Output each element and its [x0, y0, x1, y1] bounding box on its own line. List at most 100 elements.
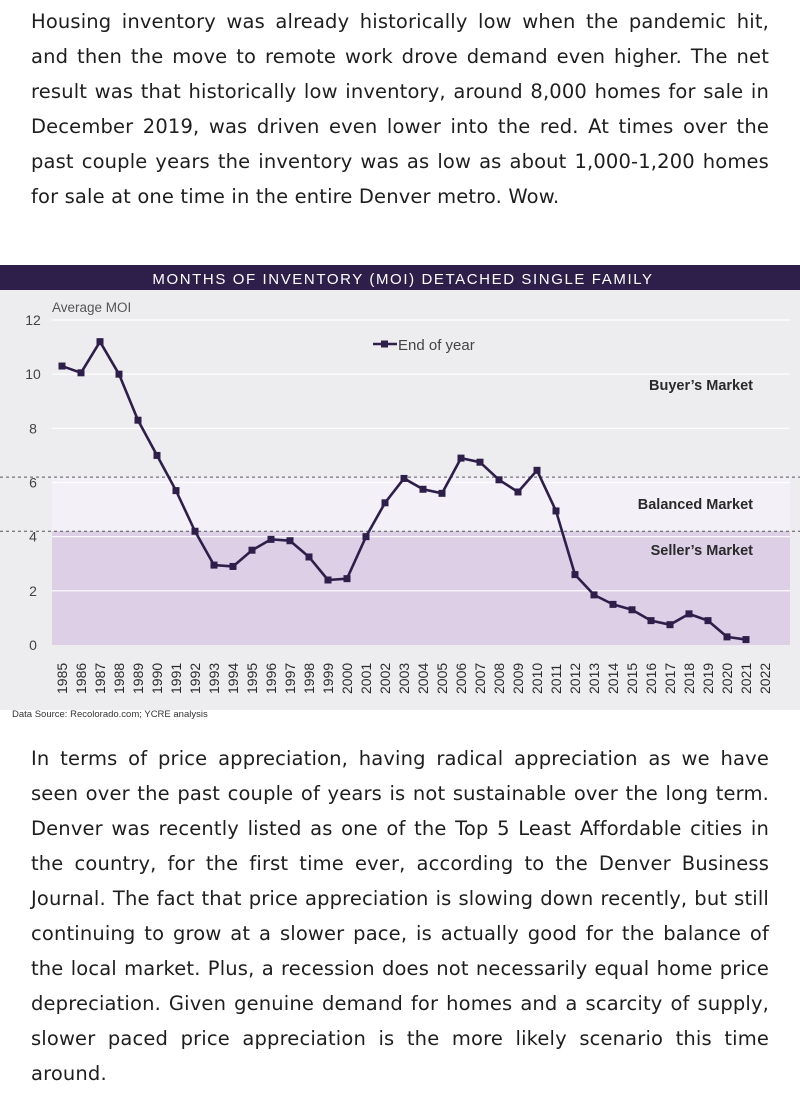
grid-lines [52, 319, 790, 592]
legend-label: End of year [398, 337, 475, 354]
x-tick-label: 2002 [377, 663, 393, 694]
data-point [58, 362, 66, 370]
data-point [381, 499, 389, 507]
data-point [400, 474, 408, 482]
x-tick-label: 1989 [130, 663, 146, 694]
y-axis-label: Average MOI [52, 300, 131, 315]
x-tick-label: 1998 [301, 663, 317, 694]
moi-chart: MONTHS OF INVENTORY (MOI) DETACHED SINGL… [0, 265, 800, 710]
data-point [96, 338, 104, 346]
data-point [210, 561, 218, 569]
data-point [704, 617, 712, 625]
x-tick-label: 1992 [187, 663, 203, 694]
x-tick-label: 1985 [54, 663, 70, 694]
x-tick-label: 1995 [244, 663, 260, 694]
x-tick-label: 2001 [358, 663, 374, 694]
zone-label: Balanced Market [638, 497, 753, 513]
data-point [419, 485, 427, 493]
data-point [343, 575, 351, 583]
legend-marker [381, 340, 388, 348]
data-point [609, 600, 617, 608]
x-tick-label: 2009 [510, 663, 526, 694]
data-point [115, 370, 123, 378]
data-point [172, 487, 180, 495]
x-tick-label: 1996 [263, 663, 279, 694]
data-point [77, 369, 85, 377]
x-tick-label: 2019 [700, 663, 716, 694]
y-tick-label: 10 [25, 366, 41, 382]
x-tick-label: 2010 [529, 663, 545, 694]
x-tick-label: 2018 [681, 663, 697, 694]
x-tick-label: 2011 [548, 664, 564, 694]
zone-label: Buyer’s Market [649, 378, 753, 394]
x-tick-label: 1997 [282, 663, 298, 694]
data-point [723, 633, 731, 641]
data-point [134, 416, 142, 424]
y-tick-label: 0 [29, 637, 37, 653]
data-point [514, 488, 522, 496]
chart-title: MONTHS OF INVENTORY (MOI) DETACHED SINGL… [152, 271, 653, 288]
data-source-note: Data Source: Recolorado.com; YCRE analys… [12, 709, 208, 720]
x-tick-label: 2014 [605, 663, 621, 694]
x-tick-label: 2008 [491, 663, 507, 694]
zone-label: Seller’s Market [651, 543, 754, 559]
x-tick-label: 2000 [339, 663, 355, 694]
x-tick-label: 1990 [149, 663, 165, 694]
data-point [533, 466, 541, 474]
data-point [647, 617, 655, 625]
legend: End of year [373, 337, 475, 354]
x-tick-label: 1991 [168, 663, 184, 694]
x-tick-label: 1986 [73, 663, 89, 694]
x-tick-label: 2007 [472, 663, 488, 694]
data-point [685, 610, 693, 618]
data-point [590, 591, 598, 599]
data-point [267, 535, 275, 543]
x-tick-label: 2015 [624, 663, 640, 694]
y-axis-ticks: 0 2 4 6 8 10 12 [25, 312, 41, 653]
data-point [571, 571, 579, 579]
series-end-of-year [58, 338, 750, 644]
y-tick-label: 8 [29, 420, 37, 436]
x-tick-label: 2006 [453, 663, 469, 694]
data-point [153, 451, 161, 459]
x-tick-label: 2016 [643, 663, 659, 694]
zone-labels: Buyer’s Market Balanced Market Seller’s Ma… [638, 378, 753, 559]
x-tick-label: 2020 [719, 663, 735, 694]
y-tick-label: 6 [29, 475, 37, 491]
y-tick-label: 2 [29, 583, 37, 599]
data-point [742, 636, 750, 644]
data-point [362, 533, 370, 541]
x-tick-label: 2012 [567, 663, 583, 694]
data-point [248, 546, 256, 554]
data-point [495, 476, 503, 484]
x-tick-label: 1994 [225, 663, 241, 694]
moi-chart-svg: MONTHS OF INVENTORY (MOI) DETACHED SINGL… [0, 265, 800, 710]
data-point [324, 576, 332, 584]
x-tick-label: 1993 [206, 663, 222, 694]
x-axis-ticks: 1985 1986 1987 1988 1989 1990 1991 1992 1993 1994… [54, 663, 773, 694]
data-point [666, 621, 674, 629]
closing-paragraph: In terms of price appreciation, having r… [31, 747, 769, 1085]
x-tick-label: 1987 [92, 663, 108, 694]
x-tick-label: 2017 [662, 663, 678, 694]
intro-paragraph: Housing inventory was already historical… [31, 10, 769, 208]
y-tick-label: 4 [29, 529, 37, 545]
data-point [191, 527, 199, 535]
data-point [229, 562, 237, 570]
x-tick-label: 2004 [415, 663, 431, 694]
y-tick-label: 12 [25, 312, 41, 328]
x-tick-label: 2003 [396, 663, 412, 694]
x-tick-label: 2022 [757, 663, 773, 694]
data-point [476, 458, 484, 466]
data-point [438, 489, 446, 497]
data-point [305, 553, 313, 561]
data-point [628, 606, 636, 614]
data-point [552, 507, 560, 515]
x-tick-label: 2005 [434, 663, 450, 694]
x-tick-label: 1999 [320, 663, 336, 694]
x-tick-label: 2013 [586, 663, 602, 694]
x-tick-label: 2021 [738, 663, 754, 694]
chart-title-bar [0, 265, 800, 290]
x-tick-label: 1988 [111, 663, 127, 694]
data-point [457, 454, 465, 462]
